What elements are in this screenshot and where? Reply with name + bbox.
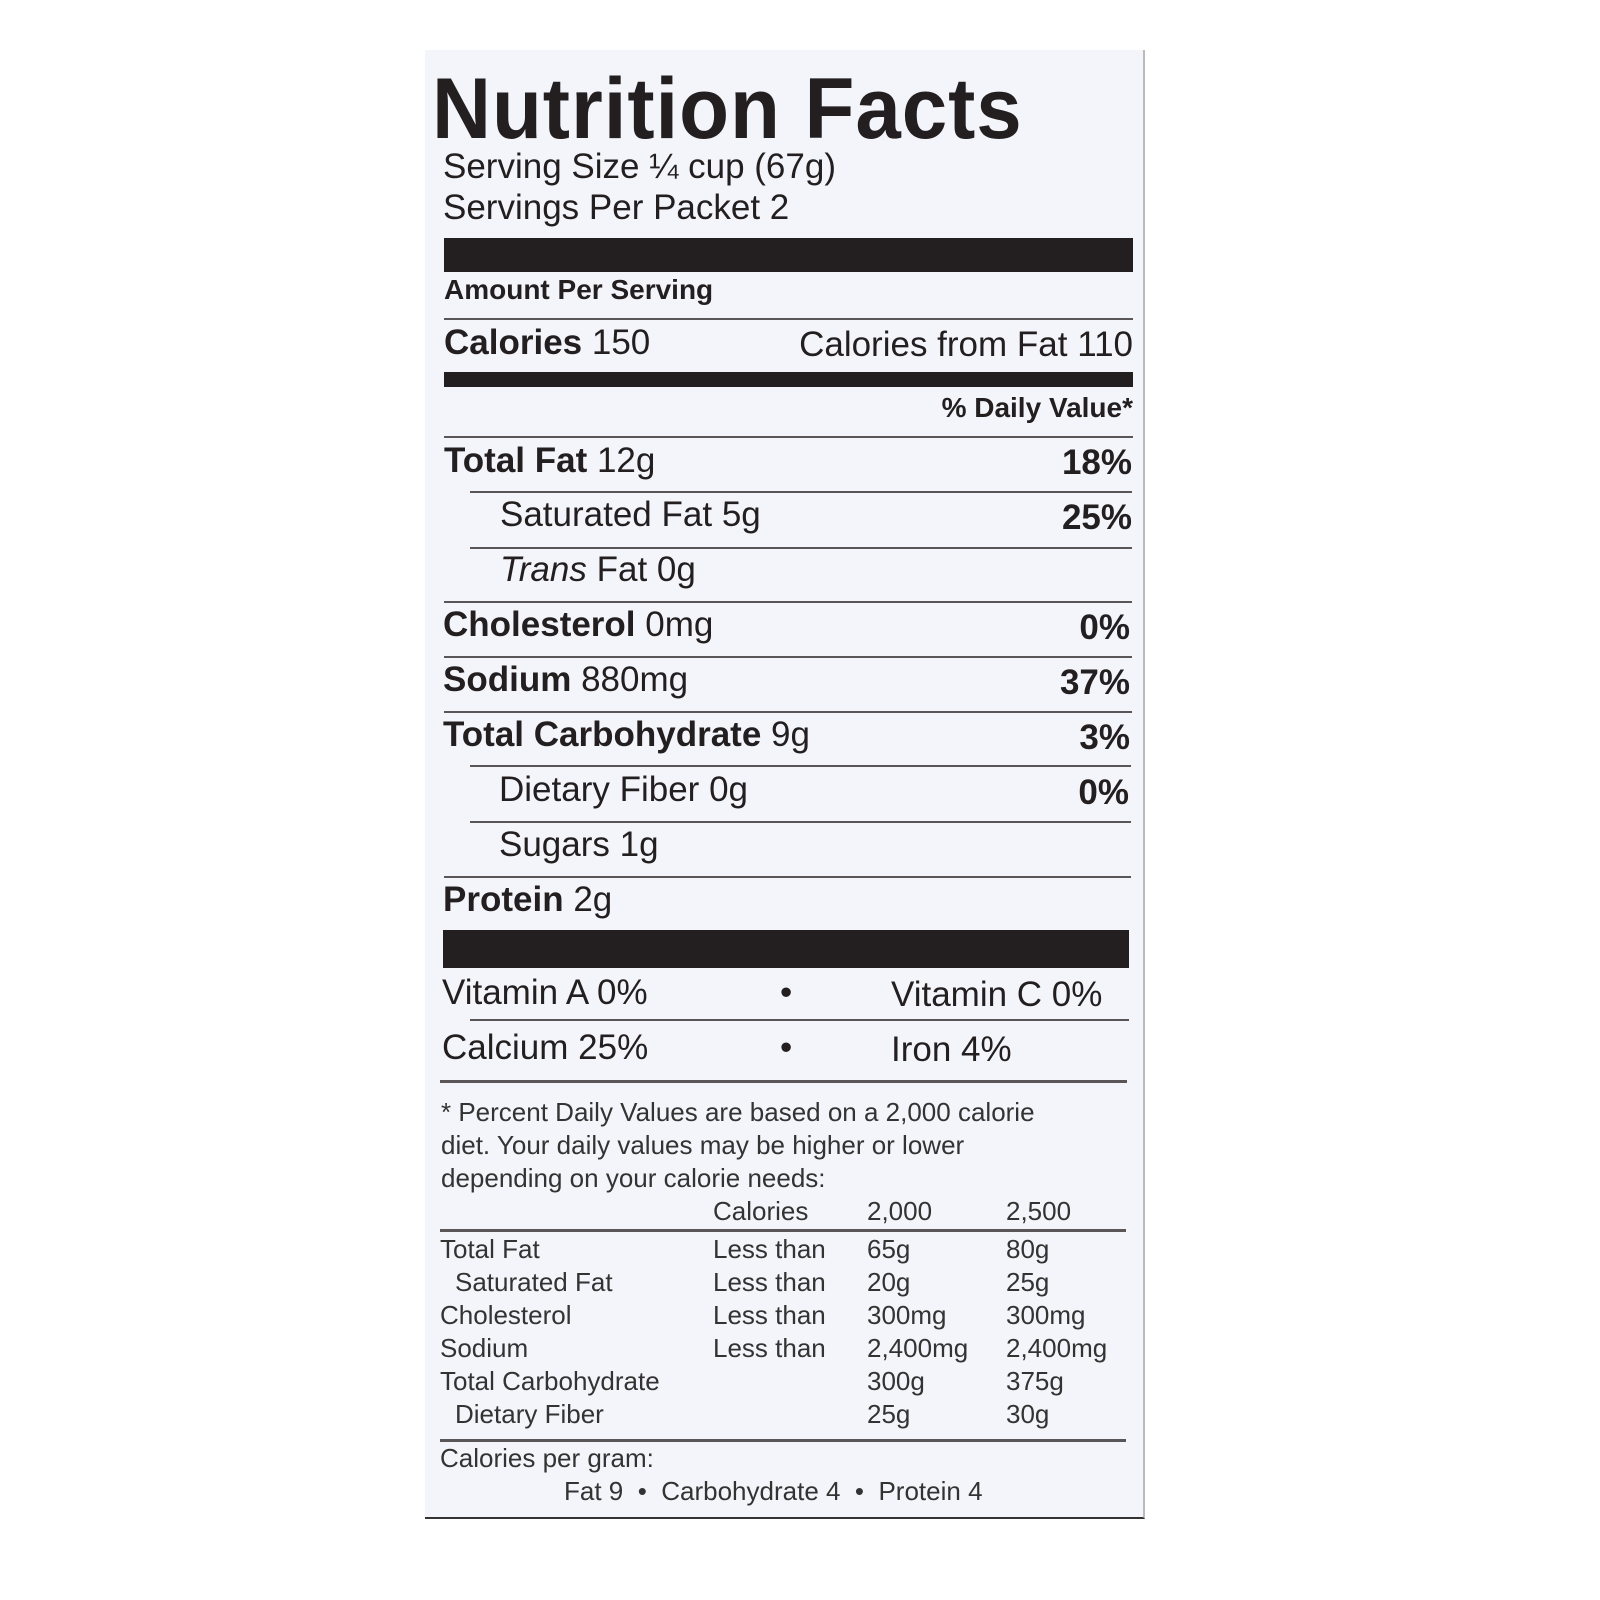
dv-table-cell: 65g (867, 1234, 911, 1264)
amount-per-serving: Amount Per Serving (444, 274, 714, 305)
dv-table-cell: Saturated Fat (455, 1267, 613, 1297)
divider (470, 1019, 1129, 1021)
nutrient-amount: 9g (771, 715, 810, 754)
dv-table-cell: 20g (867, 1267, 911, 1297)
servings-per-packet: Servings Per Packet 2 (443, 188, 790, 227)
iron: Iron 4% (891, 1030, 1012, 1069)
daily-value-header: % Daily Value* (941, 392, 1133, 423)
calcium: Calcium 25% (442, 1028, 649, 1067)
divider (470, 547, 1132, 549)
calories-value: 150 (591, 323, 651, 362)
vitamin-c: Vitamin C 0% (891, 975, 1103, 1014)
nutrient-amount: 1g (619, 825, 659, 864)
divider (444, 656, 1132, 658)
nutrient-label: Protein (443, 880, 564, 919)
nutrient-label: Trans (500, 550, 587, 589)
medium-divider (444, 372, 1133, 387)
dv-table-cell: 2,400mg (867, 1333, 969, 1363)
dv-table-cell: 2,400mg (1006, 1333, 1108, 1363)
nutrient-amount: 0g (709, 770, 748, 809)
nutrient-label: Sodium (443, 660, 572, 699)
nutrition-label (425, 50, 1145, 1519)
dv-table-cell: 300mg (867, 1300, 947, 1330)
nutrient-amount: 0g (656, 550, 696, 589)
calories-from-fat: Calories from Fat 110 (799, 325, 1133, 364)
nutrient-amount: 2g (573, 880, 613, 919)
nutrient-saturated-fat: Saturated Fat 5g (500, 497, 761, 532)
dv-table-cell: Total Fat (440, 1234, 540, 1264)
thick-divider (444, 238, 1133, 272)
divider (440, 1229, 1126, 1232)
dv-table-cell: 30g (1006, 1399, 1050, 1429)
nutrient-total-fat: Total Fat 12g (444, 443, 655, 478)
nutrient-amount: 0mg (645, 605, 714, 644)
footnote-line: * Percent Daily Values are based on a 2,… (441, 1097, 1035, 1127)
dv-table-cell: 80g (1006, 1234, 1050, 1264)
calories-per-gram-values: Fat 9 • Carbohydrate 4 • Protein 4 (564, 1476, 983, 1506)
bullet: • (780, 973, 793, 1012)
nutrient-total-carbohydrate: Total Carbohydrate 9g (443, 717, 810, 752)
nutrient-label: Total Fat (444, 441, 588, 480)
nutrient-protein: Protein 2g (443, 882, 612, 917)
serving-size: Serving Size ¼ cup (67g) (443, 147, 836, 186)
nutrient-label: Cholesterol (443, 605, 636, 644)
dv-total-carbohydrate: 3% (1079, 718, 1130, 757)
nutrient-amount: 5g (721, 495, 761, 534)
vitamin-a: Vitamin A 0% (442, 973, 648, 1012)
divider (440, 1439, 1126, 1442)
divider (440, 1080, 1127, 1083)
nutrient-label: Dietary Fiber (499, 770, 700, 809)
divider (444, 318, 1133, 320)
calories-row: Calories 150 (444, 325, 650, 360)
title: Nutrition Facts (432, 61, 1023, 157)
divider (444, 436, 1133, 438)
dv-table-cell: 25g (867, 1399, 911, 1429)
dv-cholesterol: 0% (1079, 608, 1130, 647)
nutrient-sugars: Sugars 1g (499, 827, 659, 862)
divider (444, 876, 1131, 878)
dv-table-cell: Dietary Fiber (455, 1399, 604, 1429)
dv-table-cell: 25g (1006, 1267, 1050, 1297)
thick-divider (443, 930, 1129, 968)
nutrient-label: Total Carbohydrate (443, 715, 762, 754)
dv-table-cell: 300g (867, 1366, 925, 1396)
bullet: • (780, 1028, 793, 1067)
dv-saturated-fat: 25% (1061, 498, 1132, 537)
nutrient-cholesterol: Cholesterol 0mg (443, 607, 713, 642)
dv-table-cell: Less than (713, 1234, 826, 1264)
dv-table-cell: Less than (713, 1267, 826, 1297)
dv-table-cell: Total Carbohydrate (440, 1366, 660, 1396)
dv-table-cell: Cholesterol (440, 1300, 572, 1330)
dv-table-header-2500: 2,500 (1006, 1196, 1072, 1226)
divider (444, 601, 1132, 603)
dv-table-cell: 300mg (1006, 1300, 1086, 1330)
divider (444, 711, 1132, 713)
nutrient-dietary-fiber: Dietary Fiber 0g (499, 772, 748, 807)
dv-table-cell: Sodium (440, 1333, 529, 1363)
divider (470, 491, 1132, 493)
nutrient-label: Sugars (499, 825, 610, 864)
dv-dietary-fiber: 0% (1078, 773, 1129, 812)
footnote-line: depending on your calorie needs: (441, 1163, 826, 1193)
dv-table-header-2000: 2,000 (867, 1196, 933, 1226)
dv-table-cell: Less than (713, 1300, 826, 1330)
dv-total-fat: 18% (1061, 443, 1132, 482)
nutrient-sodium: Sodium 880mg (443, 662, 688, 697)
calories-per-gram-label: Calories per gram: (440, 1443, 654, 1473)
divider (470, 765, 1131, 767)
dv-table-cell: 375g (1006, 1366, 1064, 1396)
nutrient-amount: 880mg (581, 660, 689, 699)
calories-label: Calories (444, 323, 583, 362)
nutrient-label: Fat (596, 550, 648, 589)
dv-table-header-calories: Calories (713, 1196, 809, 1226)
footnote-line: diet. Your daily values may be higher or… (441, 1130, 965, 1160)
nutrient-amount: 12g (596, 441, 656, 480)
dv-sodium: 37% (1059, 663, 1130, 702)
divider (470, 821, 1131, 823)
dv-table-cell: Less than (713, 1333, 826, 1363)
nutrient-trans-fat: Trans Fat 0g (500, 552, 696, 587)
nutrient-label: Saturated Fat (500, 495, 713, 534)
